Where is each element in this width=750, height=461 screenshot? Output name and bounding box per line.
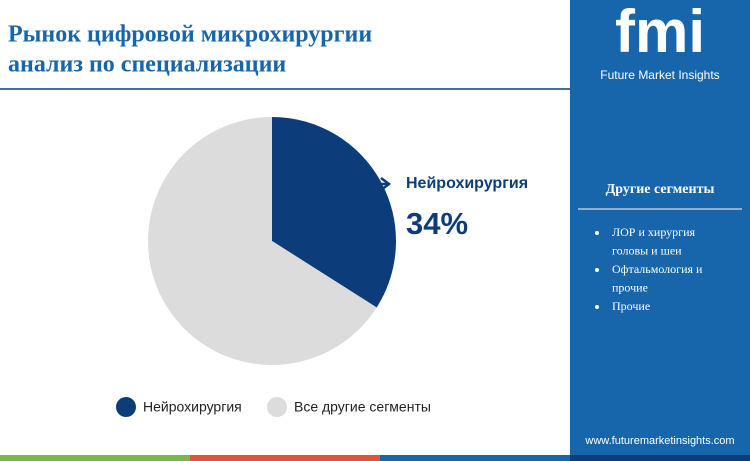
segment-item: головы и шеи [612, 243, 682, 257]
bullet [595, 305, 599, 309]
footer-strip [570, 455, 750, 461]
segment-item: Офтальмология и [612, 262, 703, 276]
value-label: 34% [406, 206, 468, 241]
bullet [595, 268, 599, 272]
brand-logo: fmi [615, 0, 705, 65]
legend-swatch [116, 397, 136, 417]
title-line: анализ по специализации [8, 52, 286, 78]
footer-strip [190, 455, 380, 461]
title-line: Рынок цифровой микрохирургии [8, 22, 372, 48]
legend-swatch [267, 397, 287, 417]
bullet [595, 231, 599, 235]
website: www.futuremarketinsights.com [584, 435, 734, 447]
callout-arrow [380, 177, 392, 191]
sidebar-heading: Другие сегменты [606, 182, 715, 197]
legend-label: Все другие сегменты [294, 399, 431, 415]
segment-item: Прочие [612, 299, 650, 313]
callout-label: Нейрохирургия [406, 175, 528, 192]
footer-strip [0, 455, 190, 461]
legend-label: Нейрохирургия [143, 399, 242, 415]
footer-strip [380, 455, 570, 461]
pie-slice [147, 117, 377, 366]
brand-name: Future Market Insights [600, 68, 719, 82]
segment-item: прочие [612, 280, 648, 294]
pie-slice [272, 117, 396, 308]
sidebar [570, 0, 750, 461]
segment-item: ЛОР и хирургия [612, 225, 696, 239]
